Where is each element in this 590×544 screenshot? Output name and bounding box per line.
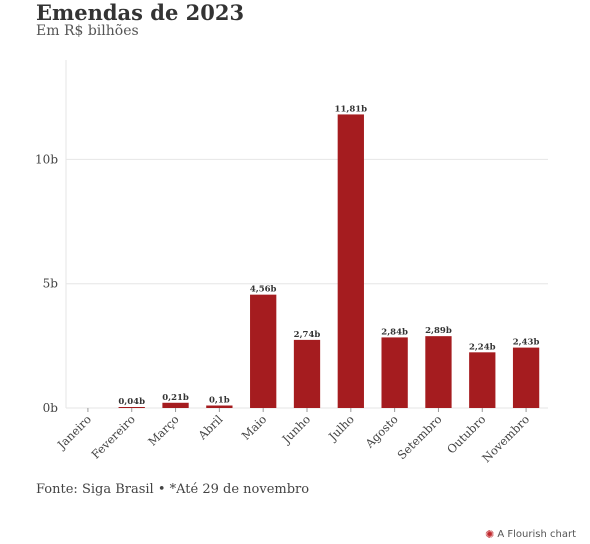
chart-title: Emendas de 2023 <box>36 0 245 25</box>
bar-value-label: 11,81b <box>335 104 368 114</box>
bar-setembro[interactable] <box>425 336 452 408</box>
x-category-label: Fevereiro <box>88 412 137 461</box>
x-category-label: Novembro <box>479 412 532 465</box>
y-tick-label: 5b <box>43 277 59 291</box>
flourish-credit-link[interactable]: ✺ A Flourish chart <box>485 528 576 541</box>
bar-value-label: 2,74b <box>294 330 321 340</box>
bar-layer <box>118 114 540 409</box>
bar-value-label: 0,1b <box>209 396 230 406</box>
bar-value-label: 0,21b <box>162 393 189 403</box>
x-category-label: Agosto <box>362 412 401 451</box>
x-category-label: Maio <box>239 412 270 443</box>
flourish-credit-label: A Flourish chart <box>497 529 576 540</box>
bar-value-label: 0,04b <box>118 397 145 407</box>
bar-value-label: 2,89b <box>425 326 452 336</box>
x-category-label: Julho <box>325 412 357 444</box>
x-category-label: Janeiro <box>54 412 94 452</box>
x-category-label: Junho <box>279 412 314 447</box>
x-category-label: Abril <box>195 412 226 443</box>
bar-outubro[interactable] <box>469 352 496 408</box>
bar-value-label: 2,43b <box>513 338 540 348</box>
bar-abril[interactable] <box>206 405 233 408</box>
chart-source-note: Fonte: Siga Brasil • *Até 29 de novembro <box>36 482 310 497</box>
bar-junho[interactable] <box>293 339 321 408</box>
x-category-label: Março <box>145 412 181 448</box>
bar-março[interactable] <box>162 402 189 408</box>
bar-value-label: 2,24b <box>469 342 496 352</box>
bar-julho[interactable] <box>337 114 364 409</box>
bar-novembro[interactable] <box>512 347 540 408</box>
label-layer: 0,04b 0,21b 0,1b 4,56b 2,74b 11,81b 2,84b 2,89b… <box>118 104 539 407</box>
y-tick-label: 10b <box>35 152 58 166</box>
x-category-label: Outubro <box>444 412 488 456</box>
y-tick-label: 0b <box>43 401 59 415</box>
bar-value-label: 4,56b <box>250 285 277 295</box>
bar-maio[interactable] <box>250 294 277 408</box>
flourish-star-icon: ✺ <box>485 528 495 541</box>
grid-layer <box>66 158 548 285</box>
bar-fevereiro[interactable] <box>118 407 145 408</box>
chart-subtitle: Em R$ bilhões <box>36 23 139 39</box>
x-category-label: Setembro <box>395 412 445 462</box>
bar-agosto[interactable] <box>381 337 408 408</box>
bar-value-label: 2,84b <box>381 327 408 337</box>
